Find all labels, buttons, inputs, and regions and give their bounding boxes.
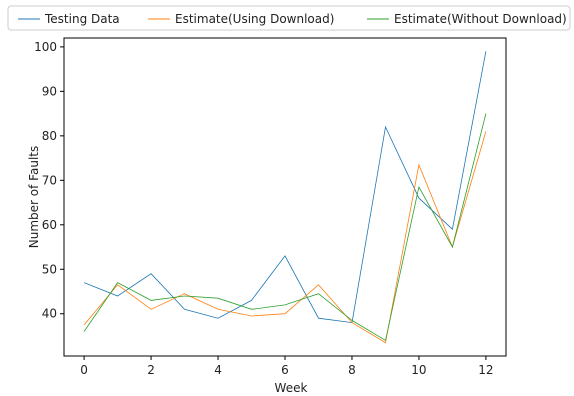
y-tick-label: 90 [42, 84, 57, 98]
y-tick-label: 50 [42, 262, 57, 276]
legend-label-1: Testing Data [44, 12, 120, 26]
series-line-3 [84, 114, 486, 341]
x-tick-label: 8 [348, 363, 356, 377]
x-tick-label: 6 [281, 363, 289, 377]
x-tick-label: 4 [214, 363, 222, 377]
y-tick-label: 60 [42, 218, 57, 232]
x-tick-label: 2 [147, 363, 155, 377]
y-axis-title: Number of Faults [27, 146, 41, 248]
y-tick-label: 70 [42, 173, 57, 187]
legend-label-3: Estimate(Without Download) [394, 12, 567, 26]
y-tick-label: 80 [42, 129, 57, 143]
series-line-2 [84, 131, 486, 342]
x-tick-label: 0 [80, 363, 88, 377]
x-tick-label: 10 [411, 363, 426, 377]
series-lines [84, 51, 486, 342]
y-tick-label: 100 [34, 40, 57, 54]
x-axis-ticks: 0 2 4 6 8 10 12 [80, 356, 493, 377]
legend: Testing Data Estimate(Using Download) Esti… [8, 6, 570, 30]
plot-frame [64, 38, 506, 356]
y-tick-label: 40 [42, 307, 57, 321]
x-tick-label: 12 [478, 363, 493, 377]
legend-label-2: Estimate(Using Download) [175, 12, 334, 26]
series-line-1 [84, 51, 486, 322]
x-axis-title: Week [275, 381, 308, 395]
